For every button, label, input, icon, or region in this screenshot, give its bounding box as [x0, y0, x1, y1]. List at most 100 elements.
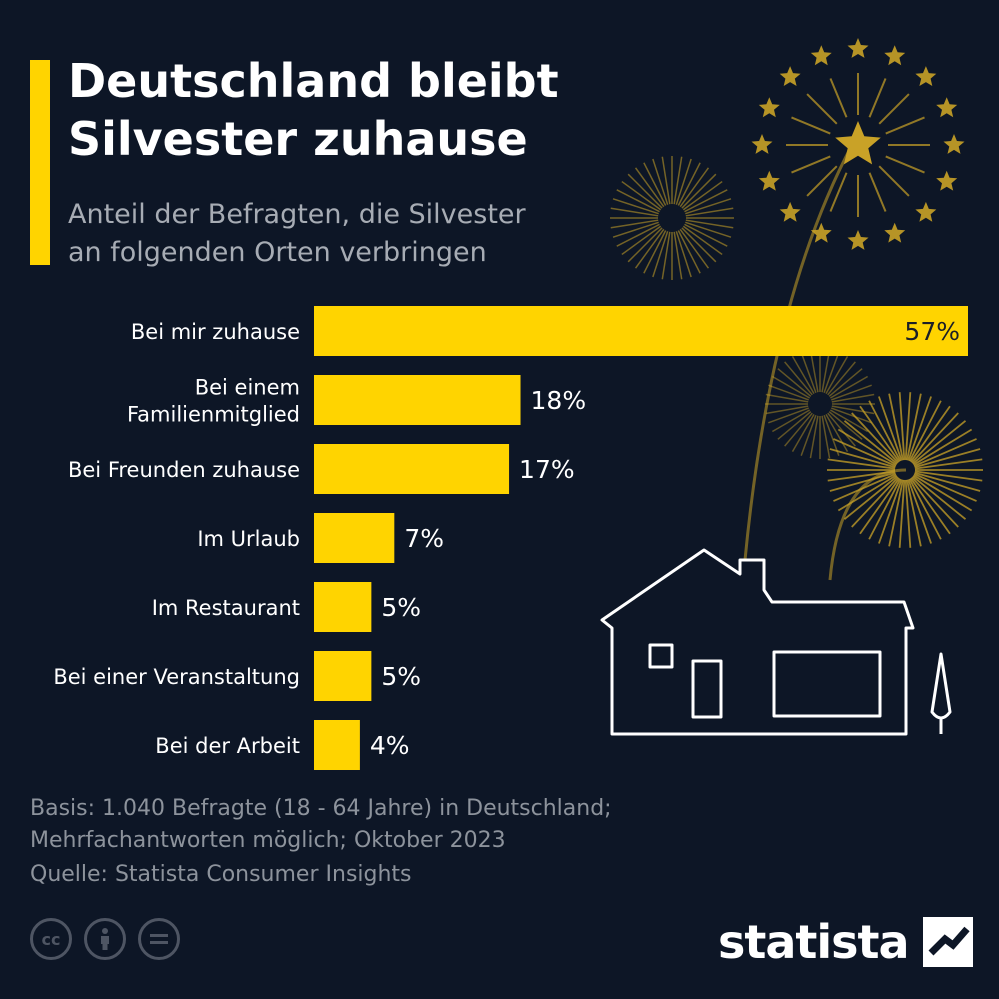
- firework-ray: [878, 479, 903, 544]
- star-icon: [943, 134, 965, 154]
- subtitle-line-2: an folgenden Orten verbringen: [68, 237, 487, 268]
- star-icon: [751, 134, 773, 154]
- firework-ray: [610, 219, 659, 229]
- firework-ray: [768, 384, 809, 401]
- bar-value-label: 7%: [404, 524, 444, 553]
- firework-ray: [616, 223, 660, 247]
- license-icons: cc: [30, 918, 180, 960]
- firework-ray: [827, 361, 856, 396]
- firework-ray: [634, 167, 665, 208]
- firework-ray: [809, 349, 819, 393]
- star-icon: [835, 121, 881, 165]
- firework-ray: [771, 409, 810, 433]
- firework-ray: [621, 180, 662, 211]
- firework-ray: [791, 116, 831, 135]
- star-icon: [936, 170, 958, 191]
- bar-value-label: 17%: [519, 455, 575, 484]
- firework-ray: [828, 368, 863, 397]
- firework-ray: [800, 352, 817, 393]
- firework-ray: [652, 231, 669, 278]
- firework-ray: [825, 414, 849, 453]
- firework-ray: [771, 375, 810, 399]
- bar: [314, 375, 521, 425]
- firework-ray: [912, 475, 967, 520]
- bar-value-label: 5%: [381, 662, 421, 691]
- firework-ray: [831, 393, 875, 403]
- firework-ray: [634, 228, 665, 269]
- firework-ray: [914, 470, 983, 482]
- firework-ray: [830, 409, 869, 433]
- firework-ray: [768, 407, 809, 424]
- firework-ray: [612, 221, 659, 238]
- category-label: Familienmitglied: [127, 403, 300, 427]
- star-icon: [810, 222, 832, 243]
- firework-ray: [911, 476, 959, 528]
- firework-ray: [868, 400, 902, 462]
- firework-ray: [791, 355, 815, 394]
- firework-ray: [888, 479, 904, 547]
- star-icon: [758, 97, 780, 118]
- bar-value-label: 5%: [381, 593, 421, 622]
- firework-ray: [833, 438, 897, 467]
- chart-title: Deutschland bleibt Silvester zuhause: [68, 52, 688, 168]
- firework-ray: [913, 474, 973, 512]
- firework-ray: [830, 375, 869, 399]
- star-icon: [779, 66, 801, 86]
- firework-ray: [643, 230, 667, 274]
- star-icon: [884, 45, 906, 66]
- footnote-basis-line-2: Mehrfachantworten möglich; Oktober 2023: [30, 828, 506, 853]
- firework-ray: [885, 155, 925, 174]
- bar: [314, 651, 372, 701]
- firework-ray: [831, 407, 872, 424]
- firework-ray: [806, 165, 838, 197]
- firework-ray: [616, 189, 660, 213]
- firework-ray: [823, 415, 840, 456]
- firework-ray: [907, 479, 932, 544]
- firework-ray: [685, 219, 734, 229]
- firework-ray: [913, 473, 977, 502]
- firework-ray: [914, 448, 981, 469]
- firework-ray: [821, 415, 831, 459]
- firework-ray: [612, 198, 659, 215]
- firework-ray: [829, 172, 848, 212]
- firework-ray: [914, 458, 983, 470]
- bar-value-label: 18%: [531, 386, 587, 415]
- person-icon[interactable]: [84, 918, 126, 960]
- firework-ray: [910, 405, 951, 463]
- bar: [314, 306, 968, 356]
- firework-ray: [809, 415, 819, 459]
- firework-ray: [684, 223, 728, 247]
- category-label: Bei der Arbeit: [155, 734, 300, 758]
- firework-ray: [685, 198, 732, 215]
- footnote-basis-line-1: Basis: 1.040 Befragte (18 - 64 Jahre) in…: [30, 796, 612, 821]
- bars-group: 57% Bei mir zuhause 18% Bei einem Familienmi…: [53, 306, 968, 770]
- bar: [314, 444, 510, 494]
- firework-ray: [888, 393, 904, 461]
- statista-logo[interactable]: statista: [718, 912, 973, 972]
- bar: [314, 720, 360, 770]
- firework-ray: [682, 225, 723, 256]
- subtitle-line-1: Anteil der Befragten, die Silvester: [68, 199, 526, 230]
- firework-ray: [878, 396, 903, 461]
- firework-ray: [914, 471, 981, 492]
- star-icon: [847, 38, 869, 58]
- firework-ray: [843, 420, 898, 465]
- title-line-2: Silvester zuhause: [68, 112, 528, 166]
- firework-ray: [682, 180, 723, 211]
- firework-ray: [679, 228, 710, 269]
- firework-ray: [827, 458, 896, 470]
- firework-ray: [843, 475, 898, 520]
- star-icon: [884, 222, 906, 243]
- firework-ray: [806, 93, 838, 125]
- firework-ray: [851, 476, 899, 528]
- firework-ray: [765, 393, 809, 403]
- firework-ray: [913, 438, 977, 467]
- firework-ray: [777, 411, 812, 440]
- firework-ray: [679, 167, 710, 208]
- brand-name: statista: [718, 915, 910, 969]
- cc-icon[interactable]: cc: [30, 918, 72, 960]
- firework-ray: [661, 156, 671, 205]
- firework-ray: [681, 173, 717, 209]
- firework-ray: [765, 405, 809, 415]
- equals-icon[interactable]: [138, 918, 180, 960]
